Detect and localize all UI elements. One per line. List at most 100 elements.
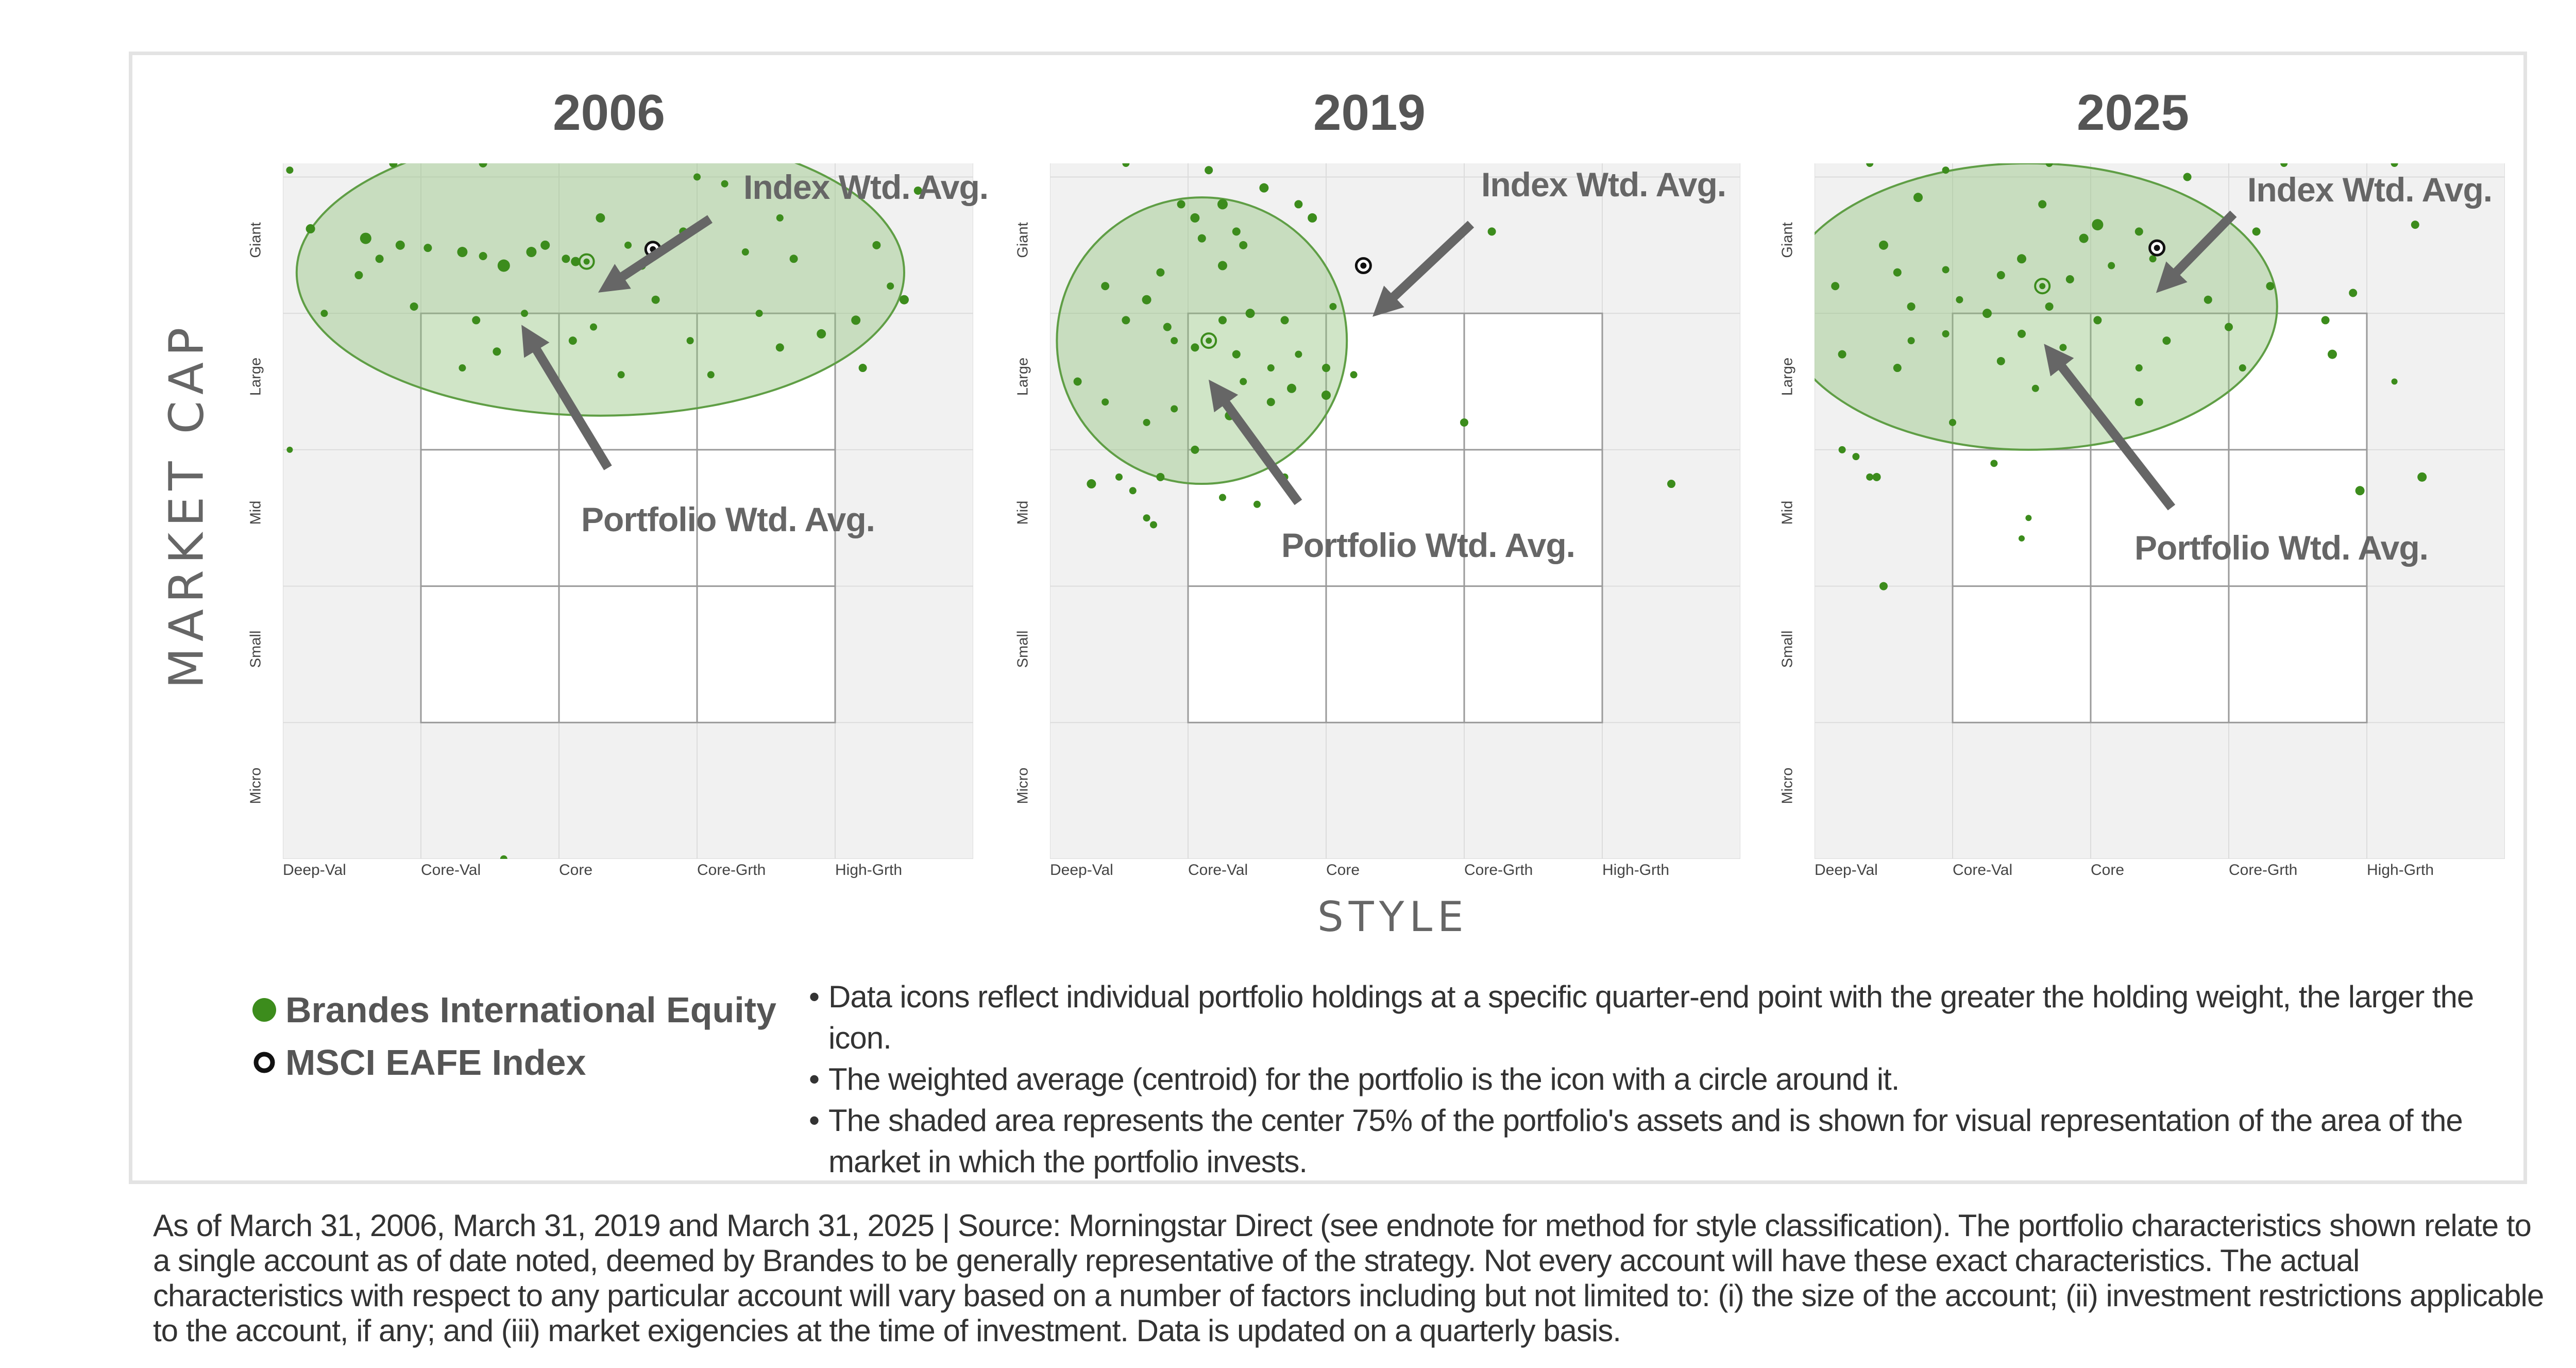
- holding-point: [2411, 221, 2419, 229]
- holding-point: [596, 213, 605, 223]
- holding-point: [1171, 405, 1178, 413]
- x-tick-label: Core: [1326, 862, 1360, 879]
- holding-point: [1913, 193, 1923, 202]
- holding-point: [423, 244, 432, 252]
- holding-point: [1122, 163, 1130, 167]
- note-text: The weighted average (centroid) for the …: [828, 1062, 1900, 1096]
- holding-point: [1253, 500, 1261, 508]
- holding-point: [375, 255, 384, 263]
- holding-point: [568, 336, 577, 345]
- holding-point: [1866, 473, 1874, 481]
- holding-point: [2183, 173, 2192, 181]
- note-item: • The shaded area represents the center 7…: [809, 1103, 2463, 1179]
- holding-point: [1308, 213, 1317, 223]
- panel-title-2025: 2025: [2076, 84, 2189, 141]
- holding-point: [721, 180, 728, 188]
- holding-point: [2328, 349, 2337, 359]
- holding-point: [1872, 472, 1881, 481]
- holding-point: [360, 232, 371, 244]
- holding-point: [1218, 316, 1227, 325]
- holding-point: [776, 214, 784, 222]
- holding-point: [851, 315, 861, 325]
- portfolio-wtd-avg-point: [2039, 283, 2046, 290]
- portfolio-wtd-avg-point: [583, 258, 590, 265]
- y-tick-label: Giant: [247, 222, 264, 258]
- holding-point: [2079, 233, 2089, 243]
- holding-point: [1329, 302, 1337, 310]
- holding-point: [2031, 384, 2039, 392]
- holding-point: [1294, 200, 1303, 209]
- x-tick-label: Core: [2091, 862, 2125, 879]
- x-tick-label: High-Grth: [1602, 862, 1670, 879]
- y-tick-label: Large: [247, 357, 264, 396]
- holding-point: [1942, 166, 1950, 174]
- x-tick-label: Core-Grth: [1464, 862, 1533, 879]
- holding-point: [354, 271, 363, 280]
- holding-point: [2162, 336, 2171, 345]
- holding-point: [1259, 183, 1269, 193]
- holding-point: [1197, 234, 1206, 243]
- holding-point: [1267, 364, 1275, 372]
- holding-point: [2355, 486, 2365, 496]
- y-tick-label: Micro: [1014, 767, 1031, 804]
- index-wtd-avg-point: [650, 246, 656, 252]
- y-tick-label: Small: [1779, 630, 1796, 668]
- portfolio-wtd-avg-ring: [578, 253, 595, 270]
- x-axis-title: STYLE: [1317, 893, 1469, 941]
- style-map-2025: [1815, 163, 2505, 859]
- holding-point: [526, 247, 537, 258]
- holding-point: [1287, 383, 1296, 393]
- holding-point: [479, 252, 487, 260]
- holding-point: [1156, 268, 1165, 277]
- annotation-index-2006: Index Wtd. Avg.: [743, 168, 989, 206]
- holding-point: [2045, 163, 2053, 167]
- holding-point: [1073, 377, 1082, 386]
- index-wtd-avg-point: [1360, 262, 1367, 269]
- holding-point: [1956, 296, 1963, 303]
- x-tick-label: Core-Grth: [2229, 862, 2298, 879]
- holding-point: [913, 186, 922, 195]
- holding-point: [497, 259, 510, 272]
- holding-point: [306, 224, 315, 234]
- holding-point: [1879, 240, 1888, 250]
- holding-point: [500, 855, 507, 859]
- panel-title-2019: 2019: [1313, 84, 1426, 141]
- annotation-portfolio-2025: Portfolio Wtd. Avg.: [2134, 529, 2429, 567]
- holding-point: [900, 295, 909, 305]
- holding-point: [1143, 514, 1150, 522]
- holding-point: [2149, 255, 2157, 263]
- holding-point: [457, 247, 468, 258]
- style-box: [1187, 312, 1603, 723]
- y-tick-label: Giant: [1779, 222, 1796, 258]
- y-tick-label: Micro: [1779, 767, 1796, 804]
- x-tick-label: Core-Val: [421, 862, 481, 879]
- holding-point: [2391, 163, 2398, 167]
- holding-point: [1907, 337, 1915, 345]
- holding-point: [2017, 254, 2026, 264]
- holding-point: [2239, 364, 2246, 372]
- holding-point: [2266, 282, 2275, 291]
- holding-point: [1191, 343, 1199, 352]
- x-tick-label: Core-Val: [1188, 862, 1248, 879]
- note-item: • Data icons reflect individual portfolio…: [809, 979, 2474, 1055]
- holding-point: [1942, 330, 1950, 337]
- holding-point: [472, 316, 481, 325]
- holding-point: [1142, 295, 1151, 305]
- holding-point: [1942, 266, 1950, 274]
- holding-point: [789, 255, 798, 263]
- x-tick-label: Core-Val: [1953, 862, 2013, 879]
- holding-point: [1245, 309, 1255, 318]
- holding-point: [1322, 364, 1330, 373]
- x-tick-label: High-Grth: [2367, 862, 2434, 879]
- x-tick-label: Core-Grth: [697, 862, 766, 879]
- holding-point: [693, 173, 701, 181]
- legend-label-benchmark: MSCI EAFE Index: [285, 1042, 586, 1083]
- holding-point: [1232, 227, 1241, 236]
- holding-point: [459, 364, 466, 372]
- holding-point: [1190, 213, 1200, 223]
- holding-point: [624, 241, 632, 249]
- holding-point: [775, 343, 784, 352]
- holding-point: [1949, 418, 1956, 426]
- holding-point: [707, 371, 715, 379]
- holding-point: [1280, 316, 1289, 325]
